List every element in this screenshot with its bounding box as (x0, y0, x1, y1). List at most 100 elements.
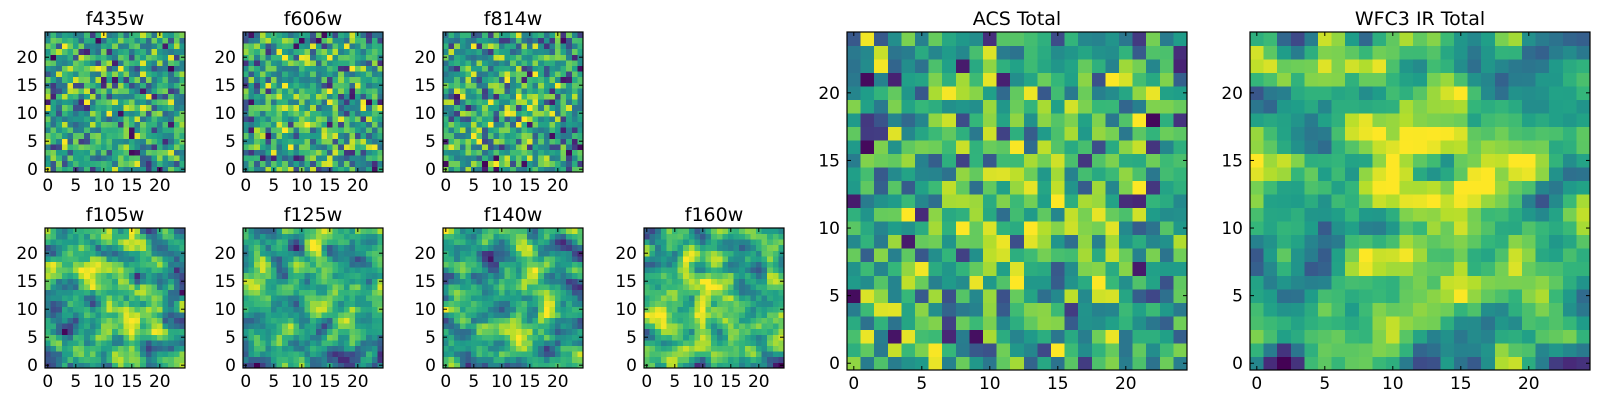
heatmap-cell (78, 233, 85, 240)
heatmap-cell (493, 340, 500, 346)
heatmap-cell (942, 194, 957, 209)
heatmap-cell (265, 289, 272, 296)
heatmap-cell (482, 93, 489, 100)
heatmap-cell (271, 356, 277, 363)
heatmap-cell (555, 295, 561, 302)
heatmap-cell (566, 317, 573, 324)
heatmap-cell (101, 37, 107, 44)
heatmap-cell (532, 104, 539, 111)
heatmap-cell (566, 121, 573, 128)
heatmap-cell (179, 144, 186, 150)
heatmap-cell (276, 295, 283, 302)
heatmap-cell (459, 138, 466, 145)
heatmap-cell (1078, 288, 1093, 303)
heatmap-cell (716, 239, 723, 246)
heatmap-cell (700, 261, 706, 268)
heatmap-cell (129, 356, 135, 363)
heatmap-cell (515, 121, 522, 128)
heatmap-cell (315, 132, 322, 139)
heatmap-cell (271, 54, 277, 61)
heatmap-cell (543, 272, 550, 279)
heatmap-cell (168, 244, 175, 251)
heatmap-cell (338, 65, 345, 72)
heatmap-cell (140, 104, 147, 111)
heatmap-cell (282, 239, 289, 246)
heatmap-cell (493, 149, 500, 156)
heatmap-cell (140, 43, 147, 50)
heatmap-cell (560, 334, 567, 341)
heatmap-cell (310, 306, 317, 313)
heatmap-cell (145, 250, 152, 257)
heatmap-cell (471, 82, 477, 89)
heatmap-cell (151, 328, 158, 335)
heatmap-cell (660, 323, 667, 330)
heatmap-cell (157, 340, 163, 346)
heatmap-cell (145, 328, 152, 335)
heatmap-cell (140, 328, 147, 335)
heatmap-cell (338, 351, 345, 358)
heatmap-cell (1132, 288, 1147, 303)
heatmap-cell (106, 138, 113, 145)
heatmap-cell (443, 233, 449, 240)
heatmap-cell (1064, 180, 1079, 195)
heatmap-cell (50, 312, 57, 318)
heatmap-cell (711, 356, 718, 363)
heatmap-cell (112, 328, 119, 335)
heatmap-cell (162, 99, 169, 106)
heatmap-cell (123, 166, 130, 173)
heatmap-cell (366, 239, 373, 246)
heatmap-cell (56, 250, 63, 257)
heatmap-cell (360, 121, 367, 128)
heatmap-cell (527, 48, 533, 55)
heatmap-cell (549, 82, 556, 89)
heatmap-cell (254, 233, 261, 240)
heatmap-cell (173, 132, 180, 139)
heatmap-cell (173, 82, 180, 89)
y-tick-label: 20 (214, 48, 236, 68)
heatmap-cell (78, 71, 85, 78)
heatmap-cell (772, 328, 779, 335)
heatmap-cell (293, 356, 300, 363)
heatmap-cell (482, 82, 489, 89)
heatmap-cell (282, 228, 289, 234)
heatmap-cell (73, 356, 79, 363)
heatmap-cell (304, 362, 311, 369)
heatmap-cell (67, 166, 74, 173)
heatmap-cell (465, 71, 472, 78)
heatmap-cell (487, 323, 494, 330)
heatmap-cell (271, 43, 277, 50)
heatmap-cell (73, 334, 79, 341)
heatmap-cell (1119, 207, 1133, 222)
heatmap-cell (134, 32, 141, 38)
heatmap-cell (1023, 207, 1038, 222)
heatmap-cell (761, 351, 768, 358)
heatmap-cell (315, 256, 322, 262)
heatmap-cell (168, 323, 175, 330)
heatmap-cell (117, 116, 124, 122)
heatmap-cell (61, 356, 68, 363)
heatmap-cell (73, 300, 79, 307)
heatmap-cell (254, 334, 261, 341)
heatmap-cell (504, 155, 511, 162)
heatmap-cell (162, 48, 169, 55)
x-tick-label: 10 (291, 176, 313, 196)
heatmap-cell (50, 351, 57, 358)
heatmap-cell (649, 289, 656, 296)
heatmap-cell (287, 138, 294, 145)
heatmap-cell (89, 312, 96, 318)
heatmap-cell (343, 300, 350, 307)
heatmap-cell (173, 272, 180, 279)
heatmap-cell (476, 160, 483, 167)
heatmap-cell (321, 160, 328, 167)
heatmap-cell (134, 121, 141, 128)
heatmap-cell (527, 127, 533, 134)
heatmap-cell (112, 110, 119, 117)
heatmap-cell (560, 144, 567, 150)
heatmap-cell (443, 300, 449, 307)
heatmap-cell (243, 284, 249, 290)
heatmap-cell (67, 138, 74, 145)
heatmap-cell (448, 48, 455, 55)
heatmap-cell (694, 261, 701, 268)
heatmap-cell (310, 116, 317, 122)
heatmap-cell (145, 289, 152, 296)
